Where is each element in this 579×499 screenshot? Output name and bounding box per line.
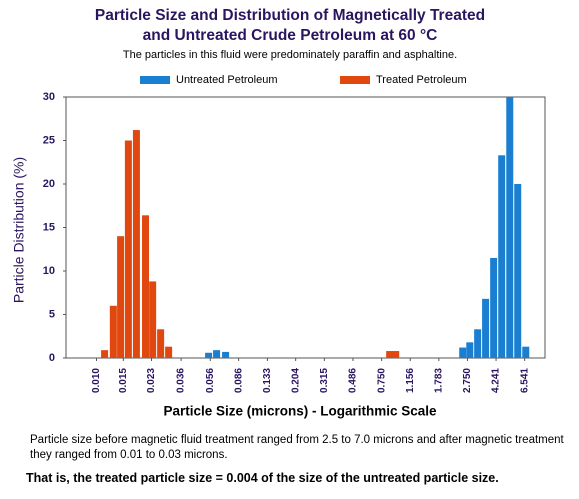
x-tick-label: 2.750 xyxy=(462,368,473,393)
bar xyxy=(522,346,530,358)
x-tick-label: 0.315 xyxy=(319,368,330,393)
x-tick-label: 0.010 xyxy=(91,368,102,393)
bar xyxy=(514,184,522,358)
bar xyxy=(132,130,140,358)
x-tick-label: 1.783 xyxy=(433,368,444,393)
x-tick-label: 0.750 xyxy=(376,368,387,393)
chart-subtitle: The particles in this fluid were predomi… xyxy=(123,49,457,61)
bar xyxy=(142,215,150,358)
bar xyxy=(117,236,125,358)
x-tick-label: 0.015 xyxy=(118,368,129,393)
x-tick-label: 0.204 xyxy=(290,368,301,393)
y-tick-label: 15 xyxy=(43,221,55,233)
y-tick-label: 25 xyxy=(43,134,55,146)
chart-title: and Untreated Crude Petroleum at 60 °C xyxy=(143,27,438,44)
bar xyxy=(498,155,506,358)
x-axis-label: Particle Size (microns) - Logarithmic Sc… xyxy=(163,404,437,419)
bar xyxy=(165,346,173,358)
bar xyxy=(222,351,230,358)
y-tick-label: 10 xyxy=(43,265,55,277)
note: Particle size before magnetic fluid trea… xyxy=(30,434,564,461)
bar xyxy=(149,281,157,358)
bar xyxy=(392,351,400,358)
legend-label: Untreated Petroleum xyxy=(176,74,278,86)
bar xyxy=(482,298,490,358)
chart: Particle Size and Distribution of Magnet… xyxy=(11,7,546,419)
bar xyxy=(157,329,165,358)
bar xyxy=(474,329,482,358)
bar xyxy=(101,350,109,358)
x-tick-label: 0.486 xyxy=(348,368,359,393)
bar xyxy=(109,305,117,358)
x-tick-label: 0.056 xyxy=(205,368,216,393)
bar xyxy=(506,97,514,358)
y-tick-label: 20 xyxy=(43,178,55,190)
bar xyxy=(466,342,474,358)
bar xyxy=(490,257,498,358)
note: That is, the treated particle size = 0.0… xyxy=(26,471,499,485)
x-tick-label: 0.036 xyxy=(176,368,187,393)
x-tick-label: 0.023 xyxy=(146,368,157,393)
bar xyxy=(459,347,467,358)
y-tick-label: 5 xyxy=(49,308,55,320)
chart-title: Particle Size and Distribution of Magnet… xyxy=(95,7,485,24)
x-tick-label: 4.241 xyxy=(491,368,502,393)
bar xyxy=(213,350,221,358)
x-tick-label: 6.541 xyxy=(519,368,530,393)
bar xyxy=(205,352,213,358)
legend-swatch xyxy=(140,76,170,84)
x-tick-label: 0.133 xyxy=(262,368,273,393)
bar xyxy=(124,140,132,358)
x-tick-label: 1.156 xyxy=(405,368,416,393)
y-tick-label: 0 xyxy=(49,352,55,364)
bar xyxy=(386,351,394,358)
legend-swatch xyxy=(340,76,370,84)
legend-label: Treated Petroleum xyxy=(376,74,467,86)
x-tick-label: 0.086 xyxy=(233,368,244,393)
y-tick-label: 30 xyxy=(43,91,55,103)
y-axis-label: Particle Distribution (%) xyxy=(11,157,27,303)
